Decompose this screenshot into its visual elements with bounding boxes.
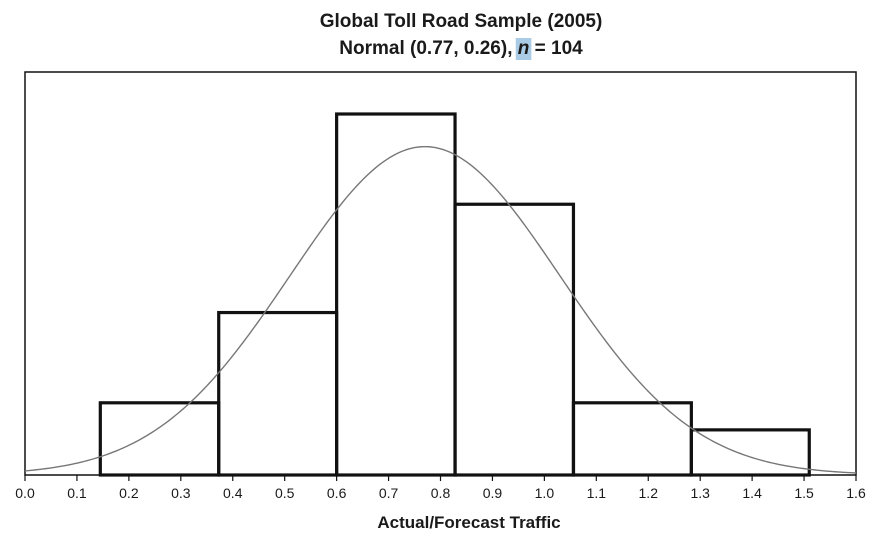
x-tick-label: 1.4 xyxy=(742,485,762,501)
x-tick-label: 1.1 xyxy=(587,485,607,501)
x-tick-label: 0.6 xyxy=(327,485,347,501)
x-tick-label: 1.2 xyxy=(639,485,659,501)
x-tick-label: 0.1 xyxy=(67,485,87,501)
histogram-bar-4 xyxy=(453,202,576,477)
histogram-bar-3 xyxy=(335,112,457,477)
x-tick-label: 1.0 xyxy=(535,485,555,501)
histogram-bar-5 xyxy=(571,401,693,477)
x-tick-label: 0.8 xyxy=(431,485,451,501)
subtitle-prefix: Normal (0.77, 0.26), xyxy=(339,38,517,59)
histogram-bar-6 xyxy=(689,428,811,477)
x-tick-label: 0.3 xyxy=(171,485,191,501)
histogram-bars xyxy=(98,112,811,477)
x-tick-label: 0.7 xyxy=(379,485,399,501)
x-tick-label: 1.5 xyxy=(794,485,814,501)
x-axis-ticks: 0.0 0.1 0.2 0.3 0.4 0.5 0.6 0.7 0.8 0.9 1.0 1.1 1.2 1… xyxy=(15,475,866,501)
x-tick-label: 1.6 xyxy=(846,485,866,501)
x-tick-label: 0.5 xyxy=(275,485,295,501)
x-tick-label: 0.2 xyxy=(119,485,139,501)
x-tick-label: 1.3 xyxy=(690,485,710,501)
chart-subtitle: Normal (0.77, 0.26), n = 104 xyxy=(339,38,583,59)
chart-title: Global Toll Road Sample (2005) xyxy=(320,11,603,32)
plot-area-frame xyxy=(24,71,857,476)
normal-fit-curve xyxy=(24,145,857,474)
x-tick-label: 0.0 xyxy=(15,485,35,501)
histogram-bar-2 xyxy=(217,310,339,477)
n-highlight xyxy=(515,38,532,60)
x-tick-label: 0.4 xyxy=(223,485,243,501)
subtitle-n-symbol: n xyxy=(518,38,530,59)
x-axis-title: Actual/Forecast Traffic xyxy=(377,513,560,532)
x-tick-label: 0.9 xyxy=(483,485,503,501)
subtitle-suffix: = 104 xyxy=(529,38,583,59)
histogram-bar-1 xyxy=(98,401,221,477)
